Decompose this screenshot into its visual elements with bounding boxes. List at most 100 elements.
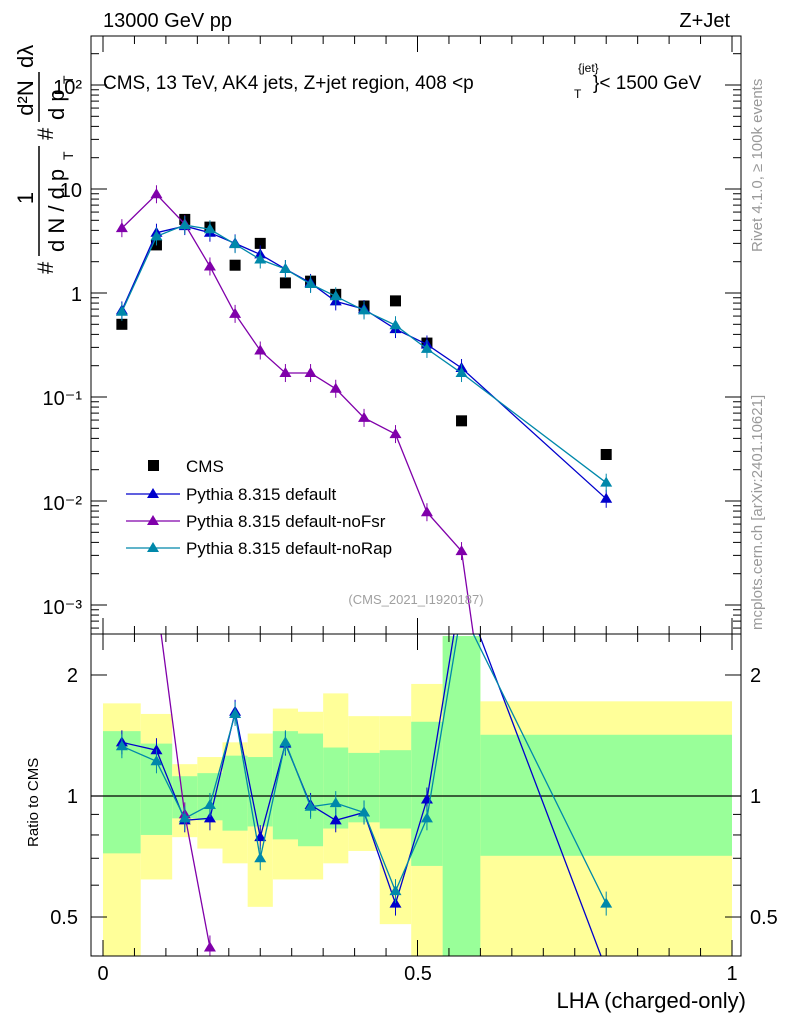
ratio-tick-right-1: 1: [750, 786, 761, 808]
y-label-frac1-den-sub: T: [60, 151, 76, 160]
x-tick-1: 1: [726, 963, 737, 985]
series-marker: [389, 319, 402, 330]
series-line-2: [121, 193, 474, 634]
green-band-bin: [297, 733, 324, 847]
ratio-y-tick-labels-right: 0.5 1 2: [750, 665, 778, 929]
watermark: (CMS_2021_I1920187): [348, 592, 483, 607]
series-marker: [304, 367, 317, 378]
series-marker: [150, 188, 163, 199]
main-series: [115, 185, 613, 634]
legend-item-norap: Pythia 8.315 default-noRap: [126, 539, 392, 558]
cms-data-point: [116, 318, 128, 330]
ratio-marker: [150, 755, 163, 766]
ratio-marker: [389, 885, 402, 896]
x-axis-label: LHA (charged-only): [556, 988, 746, 1013]
legend-label-norap: Pythia 8.315 default-noRap: [186, 539, 392, 558]
cms-data-point: [279, 277, 291, 289]
series-marker: [455, 367, 468, 378]
series-marker: [254, 253, 267, 264]
series-line-3: [121, 224, 607, 484]
series-marker: [115, 222, 128, 233]
series-marker: [178, 219, 191, 230]
ratio-marker: [600, 897, 613, 908]
legend: CMS Pythia 8.315 default Pythia 8.315 de…: [126, 457, 392, 558]
ratio-marker: [229, 707, 242, 718]
series-marker: [420, 342, 433, 353]
ratio-tick-right-2: 2: [750, 665, 761, 687]
ratio-marker: [150, 744, 163, 755]
region-title: CMS, 13 TeV, AK4 jets, Z+jet region, 408…: [103, 61, 702, 101]
y-tick-label-10: 10: [60, 180, 82, 202]
y-label-frac2-den: d p: [44, 89, 69, 120]
y-tick-label-1: 1: [71, 284, 82, 306]
series-marker: [304, 278, 317, 289]
region-sub: T: [574, 87, 582, 101]
ratio-series: [115, 634, 613, 956]
y-tick-label-100: 10²: [53, 77, 82, 99]
series-marker: [600, 492, 613, 503]
ratio-tick-2: 2: [67, 665, 78, 687]
y-tick-label-1e-3: 10⁻³: [43, 597, 83, 619]
legend-label-default: Pythia 8.315 default: [186, 485, 337, 504]
green-band-bin: [247, 757, 273, 827]
series-marker: [279, 367, 292, 378]
series-marker: [389, 428, 402, 439]
ratio-marker: [304, 800, 317, 811]
x-tick-0.5: 0.5: [404, 963, 432, 985]
ratio-marker: [203, 798, 216, 809]
ratio-marker: [203, 812, 216, 823]
cms-data-point: [254, 237, 266, 249]
green-band-bin: [379, 750, 412, 829]
ratio-tick-1: 1: [67, 786, 78, 808]
series-marker: [229, 307, 242, 318]
y-label-frac2-num: d²N: [13, 80, 38, 115]
y-tick-label-1e-1: 10⁻¹: [43, 388, 83, 410]
series-marker: [329, 290, 342, 301]
cms-data-point: [600, 448, 612, 460]
ratio-line-2: [121, 634, 607, 904]
green-band-bin: [222, 755, 248, 831]
cms-data-point: [389, 295, 401, 307]
series-marker: [254, 344, 267, 355]
axis-ticks: [91, 36, 741, 957]
region-label: CMS, 13 TeV, AK4 jets, Z+jet region, 408…: [103, 73, 474, 94]
series-marker: [358, 304, 371, 315]
energy-label: 13000 GeV pp: [103, 10, 232, 32]
ratio-tick-right-0.5: 0.5: [750, 907, 778, 929]
ratio-marker: [358, 806, 371, 817]
cms-data-point: [456, 415, 468, 427]
ratio-panel-frame: [90, 633, 742, 957]
series-marker: [329, 382, 342, 393]
legend-item-nofsr: Pythia 8.315 default-noFsr: [126, 512, 386, 531]
series-marker: [600, 476, 613, 487]
series-marker: [358, 411, 371, 422]
y-label-hash2: #: [33, 127, 58, 140]
region-tail: }< 1500 GeV: [593, 73, 702, 94]
ratio-marker: [203, 941, 216, 952]
ratio-marker: [178, 812, 191, 823]
legend-label-nofsr: Pythia 8.315 default-noFsr: [186, 512, 386, 531]
series-marker: [455, 545, 468, 556]
ratio-marker: [420, 812, 433, 823]
main-y-tick-labels: 10⁻³ 10⁻² 10⁻¹ 1 10 10²: [43, 77, 83, 619]
legend-item-default: Pythia 8.315 default: [126, 485, 337, 504]
ratio-marker: [329, 797, 342, 808]
y-label-frac2-den-sub: T: [60, 75, 76, 84]
series-marker: [420, 506, 433, 517]
ratio-tick-0.5: 0.5: [50, 907, 78, 929]
series-marker: [203, 260, 216, 271]
cms-data-point: [229, 259, 241, 271]
ratio-marker: [279, 736, 292, 747]
legend-label-cms: CMS: [186, 457, 224, 476]
ratio-y-tick-labels-left: 0.5 1 2: [50, 665, 78, 929]
ratio-line-1: [160, 634, 211, 948]
region-sup: {jet}: [578, 61, 599, 75]
series-marker: [150, 230, 163, 241]
series-marker: [229, 238, 242, 249]
side-label-top: Rivet 4.1.0, ≥ 100k events: [749, 79, 766, 252]
series-marker: [279, 263, 292, 274]
x-tick-labels: 0 0.5 1: [97, 963, 737, 985]
series-marker: [203, 223, 216, 234]
y-tick-label-1e-2: 10⁻²: [43, 493, 83, 515]
